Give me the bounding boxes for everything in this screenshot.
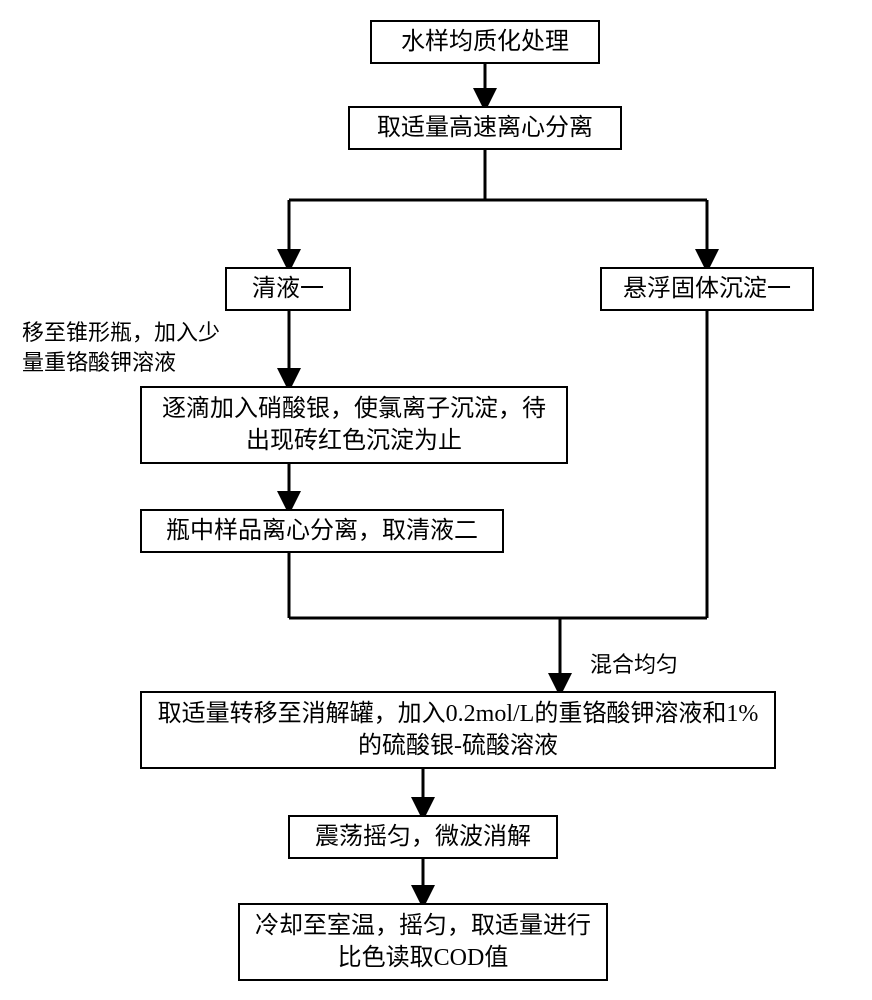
step-label: 震荡摇匀，微波消解	[315, 821, 531, 853]
step-label: 取适量转移至消解罐，加入0.2mol/L的重铬酸钾溶液和1%的硫酸银-硫酸溶液	[152, 698, 764, 763]
step-centrifuge: 取适量高速离心分离	[348, 106, 622, 150]
step-label: 逐滴加入硝酸银，使氯离子沉淀，待出现砖红色沉淀为止	[152, 393, 556, 458]
annotation-flask: 移至锥形瓶，加入少量重铬酸钾溶液	[22, 318, 238, 377]
step-centrifuge-2: 瓶中样品离心分离，取清液二	[140, 509, 504, 553]
step-label: 清液一	[252, 273, 324, 305]
step-add-agno3: 逐滴加入硝酸银，使氯离子沉淀，待出现砖红色沉淀为止	[140, 386, 568, 464]
annotation-text: 混合均匀	[590, 652, 678, 677]
step-read-cod: 冷却至室温，摇匀，取适量进行比色读取COD值	[238, 903, 608, 981]
step-label: 水样均质化处理	[401, 26, 569, 58]
node-clear-liquid-1: 清液一	[225, 267, 351, 311]
step-homogenize: 水样均质化处理	[370, 20, 600, 64]
step-digestion-tank: 取适量转移至消解罐，加入0.2mol/L的重铬酸钾溶液和1%的硫酸银-硫酸溶液	[140, 691, 776, 769]
annotation-mix: 混合均匀	[590, 650, 710, 680]
step-label: 取适量高速离心分离	[377, 112, 593, 144]
step-label: 瓶中样品离心分离，取清液二	[166, 515, 478, 547]
step-microwave-digest: 震荡摇匀，微波消解	[288, 815, 558, 859]
annotation-text: 移至锥形瓶，加入少量重铬酸钾溶液	[22, 320, 220, 375]
node-suspended-solid-1: 悬浮固体沉淀一	[600, 267, 814, 311]
step-label: 悬浮固体沉淀一	[623, 273, 791, 305]
flowchart-canvas: 水样均质化处理 取适量高速离心分离 清液一 悬浮固体沉淀一 逐滴加入硝酸银，使氯…	[0, 0, 872, 1000]
step-label: 冷却至室温，摇匀，取适量进行比色读取COD值	[250, 910, 596, 975]
